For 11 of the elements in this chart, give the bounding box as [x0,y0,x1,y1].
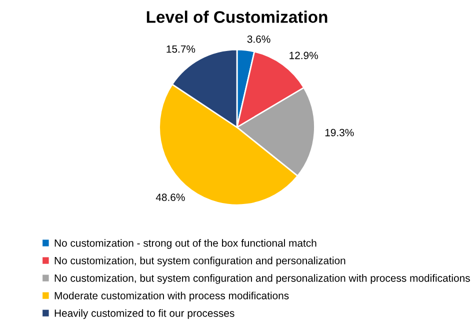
data-label: 12.9% [290,52,318,60]
data-label: 19.3% [325,128,354,136]
data-label: 3.6% [247,35,270,43]
data-label: 15.7% [166,45,196,53]
legend-label: No customization, but system configuration and personalization with process modifications [54,274,470,284]
data-label: 48.6% [156,194,185,202]
legend-label: No customization, but system configuration and personalization [54,256,346,266]
legend-label: Heavily customized to fit our processes [54,309,234,319]
chart-title: Level of Customization [146,10,328,23]
legend-label: Moderate customization with process modifications [54,292,289,302]
legend-label: No customization - strong out of the box functional match [54,239,316,249]
